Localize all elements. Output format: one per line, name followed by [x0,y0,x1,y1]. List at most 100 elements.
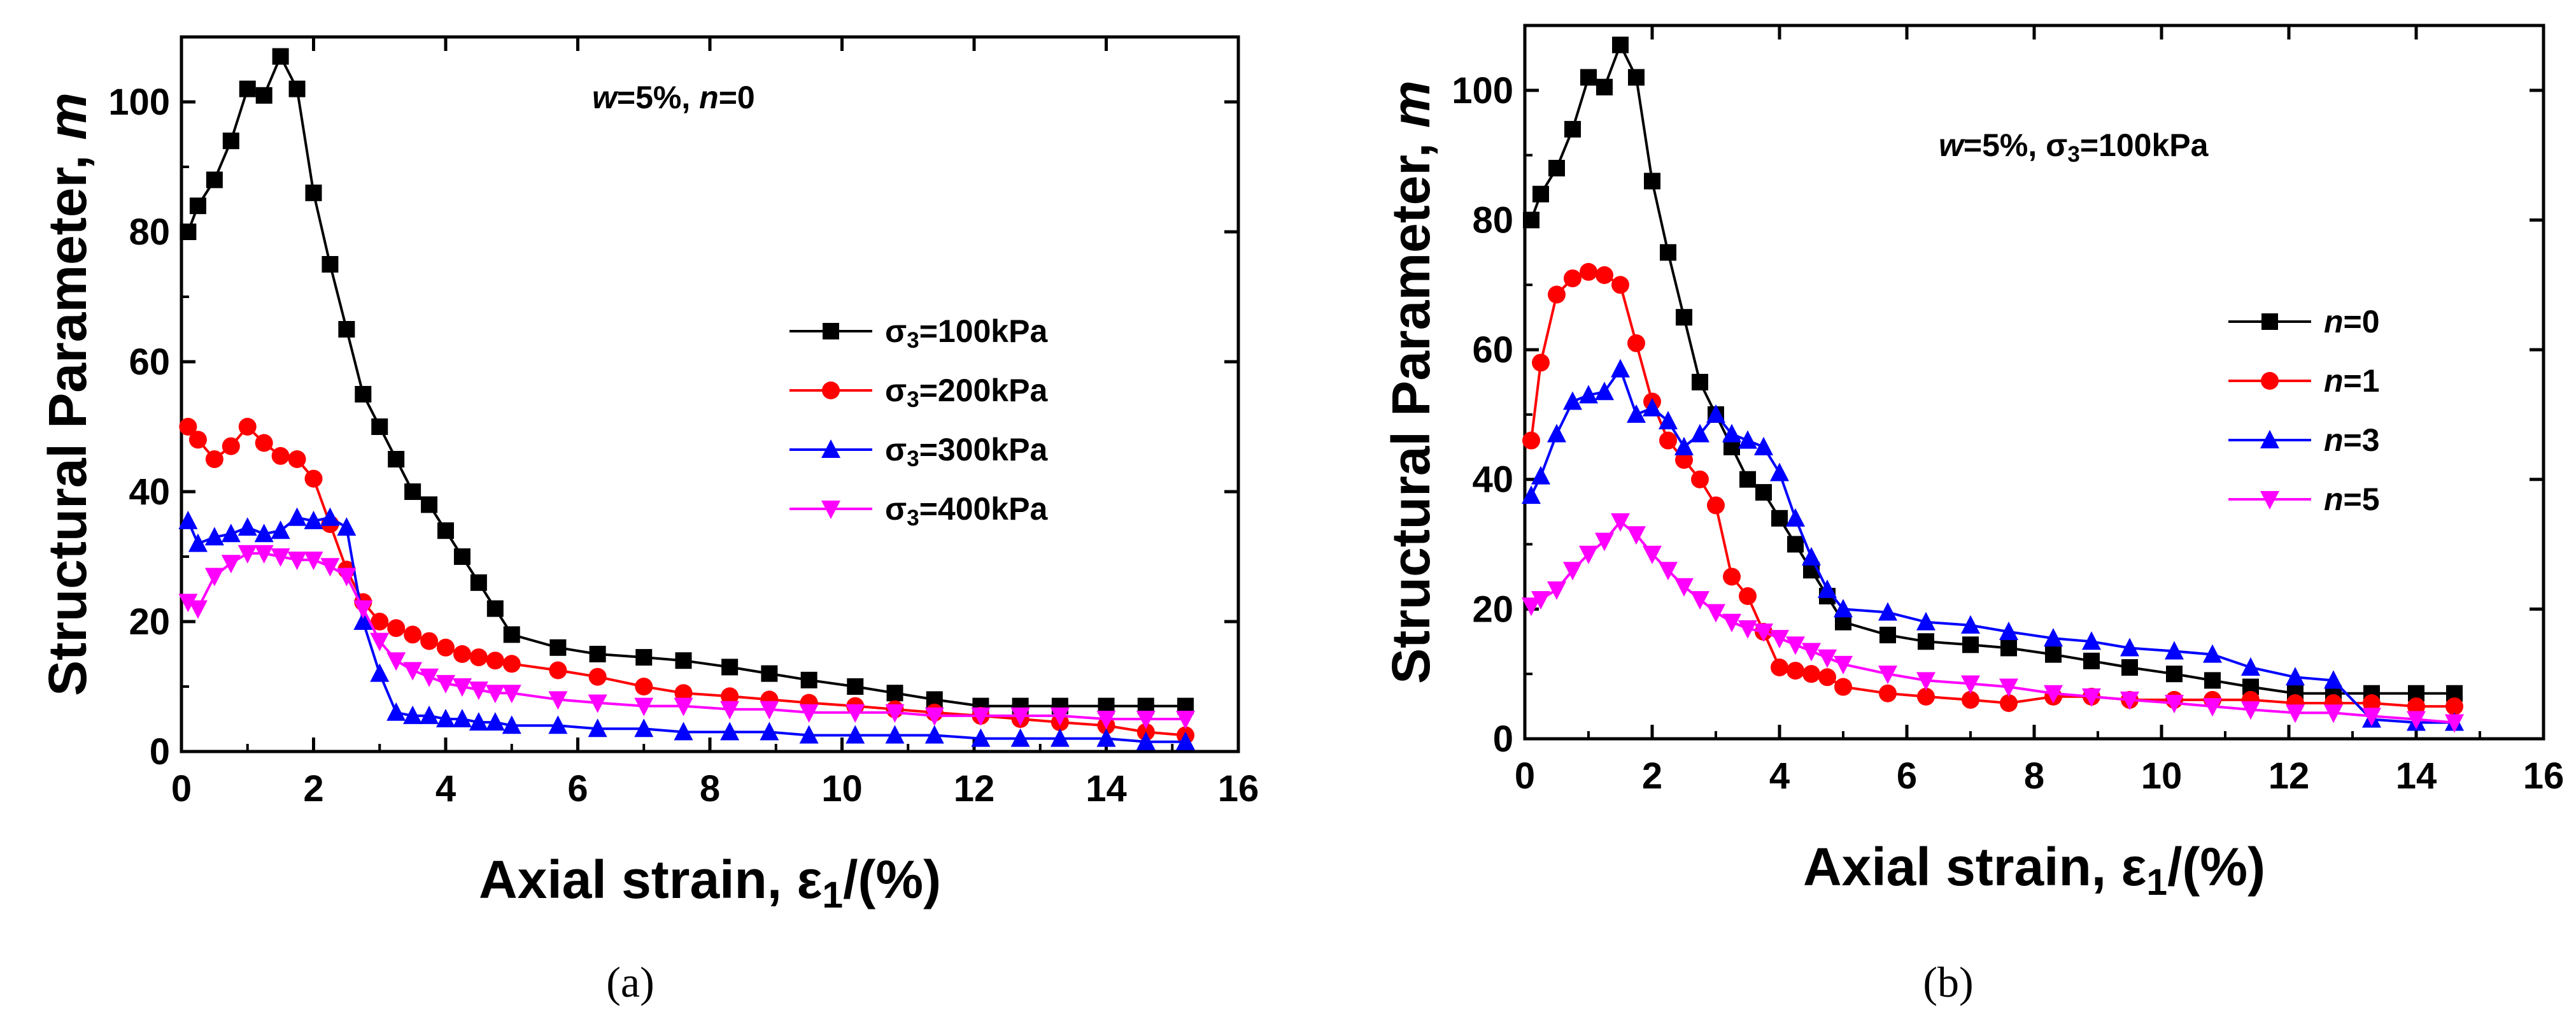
x-axis-title-part: Axial strain, [479,850,797,909]
legend-label-part: =5 [2344,481,2380,517]
data-point [887,685,903,701]
condition-annotation: w=5%, n=0 [592,80,755,115]
data-point [223,132,239,149]
y-tick-label: 20 [129,601,170,643]
series-4 [178,545,1195,729]
legend-label-part: =3 [2344,422,2380,458]
condition-annotation-part: w [1939,127,1965,163]
y-axis-title-part: m [38,92,97,140]
x-tick-label: 10 [2141,755,2183,797]
x-tick-label: 8 [700,768,720,809]
legend-label: n=5 [2324,481,2380,517]
data-point [1707,496,1725,514]
legend-label-part: =400kPa [919,491,1049,527]
data-point [1818,668,1836,686]
data-point [1802,665,1820,683]
data-point [2083,653,2100,669]
data-point [1612,37,1629,53]
condition-annotation: w=5%, σ3=100kPa [1939,127,2209,167]
x-tick-label: 10 [821,768,863,809]
data-point [437,639,455,657]
legend-label-part: σ [885,491,907,527]
data-point [180,224,196,240]
data-point [1879,627,1896,643]
data-point [1547,424,1566,442]
x-axis-title-part: 1 [822,874,843,916]
data-point [1548,286,1566,304]
legend: n=0n=1n=3n=5 [2228,304,2380,517]
y-tick-label: 40 [129,471,170,513]
condition-annotation-part: =5%, [1964,127,2046,163]
data-point [589,668,607,686]
legend-label: σ3=300kPa [885,432,1048,471]
y-axis-title: Structural Parameter, m [38,92,97,696]
data-point [1770,630,1789,648]
data-point [1786,508,1805,527]
data-point [1692,374,1708,390]
data-point [1611,276,1629,294]
y-tick-label: 60 [1472,329,1513,371]
data-point [2166,666,2183,682]
data-point [222,555,241,573]
panel-a: 0 2 4 6 8 10 12 14 16020406080100Axial strain, ε… [38,37,1259,1006]
data-point [1595,532,1614,551]
y-axis-title: Structural Parameter, m [1381,80,1441,684]
data-point [471,574,487,591]
legend-label-part: σ [885,313,907,349]
data-point [1674,437,1694,455]
data-point [470,648,488,666]
data-point [1706,604,1725,622]
y-tick-label: 0 [150,731,170,773]
data-point [222,438,240,455]
data-point [388,451,404,467]
data-point [386,702,406,721]
series-3 [1522,359,2464,731]
data-point [256,87,272,104]
x-axis-title: Axial strain, ε1/(%) [1803,837,2265,903]
legend-label-part: =300kPa [919,432,1049,467]
data-point [503,655,521,673]
data-point [271,520,290,539]
x-tick-label: 4 [1769,755,1790,797]
data-point [320,508,339,526]
x-tick-label: 8 [2024,755,2044,797]
y-tick-label: 80 [1472,199,1513,241]
data-point [1522,432,1540,450]
data-point [355,386,371,403]
data-point [549,662,567,680]
x-tick-label: 4 [435,768,456,809]
x-axis-title-part: ε [796,850,822,909]
legend-label-part: 3 [907,506,919,531]
x-tick-label: 6 [567,768,588,809]
data-point [1596,266,1613,284]
panel-caption: (b) [1923,958,1973,1006]
data-point [1771,659,1788,676]
y-tick-label: 40 [1472,459,1513,501]
legend-label-part: n [2324,422,2344,458]
y-axis-title-part: Structural Parameter, [38,140,97,696]
data-point [1660,244,1676,260]
data-point [370,664,389,682]
data-point [239,81,256,97]
data-point [322,256,338,273]
data-point [721,659,738,675]
data-point [1674,578,1694,597]
legend-label-part: =100kPa [919,313,1049,349]
data-point [761,666,777,682]
x-tick-label: 16 [2523,755,2565,797]
data-point [288,508,307,526]
data-point [1690,591,1709,609]
data-point [222,524,241,542]
y-tick-label: 0 [1493,718,1513,760]
data-point [1738,431,1757,449]
x-axis-title-part: Axial strain, [1803,837,2121,897]
data-point [1676,309,1692,325]
data-point [635,649,652,666]
y-tick-label: 60 [129,341,170,383]
y-tick-label: 100 [1452,70,1513,111]
data-point [272,447,290,465]
data-point [1723,567,1741,585]
legend-label-part: 3 [907,328,919,353]
x-axis-title-part: ε [2121,837,2146,897]
data-point [387,619,405,637]
